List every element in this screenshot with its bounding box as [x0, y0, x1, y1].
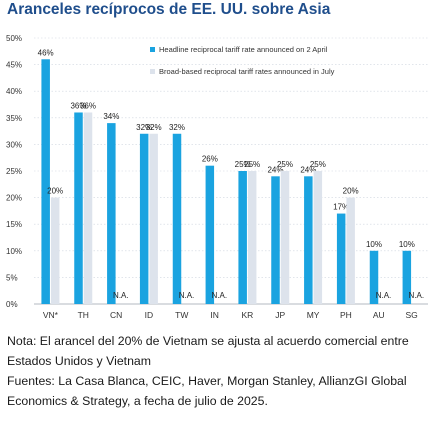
x-category-label: PH: [340, 310, 352, 320]
x-category-label: KR: [242, 310, 254, 320]
legend-label-headline: Headline reciprocal tariff rate announce…: [159, 45, 328, 54]
data-label-headline: 36%: [70, 101, 86, 110]
y-tick-label: 10%: [6, 247, 22, 256]
y-tick-label: 0%: [6, 300, 18, 309]
data-label-broad: N.A.: [212, 291, 228, 300]
data-label-headline: 24%: [267, 165, 283, 174]
bar-headline: [107, 123, 116, 305]
y-tick-label: 40%: [6, 87, 22, 96]
bar-headline: [74, 112, 83, 304]
x-category-label: ID: [145, 310, 154, 320]
bar-headline: [336, 213, 346, 304]
x-category-label: SG: [405, 310, 417, 320]
legend-swatch-headline: [150, 47, 155, 52]
legend-swatch-broad: [150, 69, 155, 74]
data-label-broad: N.A.: [113, 291, 129, 300]
data-label-broad: N.A.: [179, 291, 195, 300]
data-label-headline: 10%: [399, 240, 415, 249]
data-label-headline: 32%: [136, 123, 152, 132]
bar-broad: [83, 112, 93, 304]
bar-headline: [304, 176, 313, 304]
data-label-broad: 20%: [343, 187, 359, 196]
bar-broad: [346, 197, 355, 304]
data-label-headline: 26%: [202, 155, 218, 164]
bar-broad: [50, 197, 60, 304]
bar-headline: [172, 133, 182, 304]
data-label-broad: 25%: [244, 160, 260, 169]
x-category-label: JP: [275, 310, 285, 320]
sources-text: Fuentes: La Casa Blanca, CEIC, Haver, Mo…: [7, 374, 407, 408]
bar-broad: [247, 171, 257, 304]
y-tick-label: 45%: [6, 61, 22, 70]
bar-headline: [205, 165, 215, 304]
data-label-broad: 25%: [310, 160, 326, 169]
bar-headline: [139, 133, 149, 304]
data-label-broad: N.A.: [409, 291, 425, 300]
x-category-label: CN: [110, 310, 122, 320]
x-category-label: MY: [307, 310, 320, 320]
data-label-headline: 34%: [103, 112, 119, 121]
x-category-label: AU: [373, 310, 385, 320]
y-tick-label: 15%: [6, 220, 22, 229]
bar-headline: [369, 250, 379, 304]
x-category-label: IN: [210, 310, 219, 320]
bar-headline: [238, 171, 247, 304]
y-tick-label: 50%: [6, 34, 22, 43]
data-label-broad: 32%: [146, 123, 162, 132]
bar-broad: [149, 133, 158, 304]
data-label-broad: N.A.: [376, 291, 392, 300]
data-label-headline: 46%: [38, 48, 54, 57]
data-label-broad: 36%: [80, 101, 96, 110]
bar-headline: [402, 250, 412, 304]
data-label-headline: 25%: [235, 160, 251, 169]
chart-title: Aranceles recíprocos de EE. UU. sobre As…: [7, 1, 331, 18]
data-label-headline: 32%: [169, 123, 185, 132]
y-tick-label: 25%: [6, 167, 22, 176]
note-text: Nota: El arancel del 20% de Vietnam se a…: [7, 334, 409, 368]
y-tick-label: 20%: [6, 194, 22, 203]
bar-broad: [280, 171, 290, 304]
tariff-bar-chart: 0% 5% 10% 15% 20% 25% 30% 35% 40% 45% 50% 46% 20% VN*…: [6, 34, 428, 320]
data-label-headline: 24%: [300, 165, 316, 174]
bar-headline: [271, 176, 280, 304]
y-tick-label: 30%: [6, 140, 22, 149]
y-tick-label: 5%: [6, 273, 18, 282]
chart-notes: Nota: El arancel del 20% de Vietnam se a…: [7, 331, 435, 411]
x-category-label: TH: [78, 310, 89, 320]
bar-broad: [313, 171, 323, 304]
data-label-broad: 20%: [47, 187, 63, 196]
data-label-headline: 10%: [366, 240, 382, 249]
data-label-headline: 17%: [333, 203, 349, 212]
data-label-broad: 25%: [277, 160, 293, 169]
y-tick-label: 35%: [6, 114, 22, 123]
x-category-label: VN*: [43, 310, 59, 320]
bar-headline: [41, 59, 50, 304]
x-category-label: TW: [175, 310, 188, 320]
legend-label-broad: Broad-based reciprocal tariff rates anno…: [159, 67, 335, 76]
